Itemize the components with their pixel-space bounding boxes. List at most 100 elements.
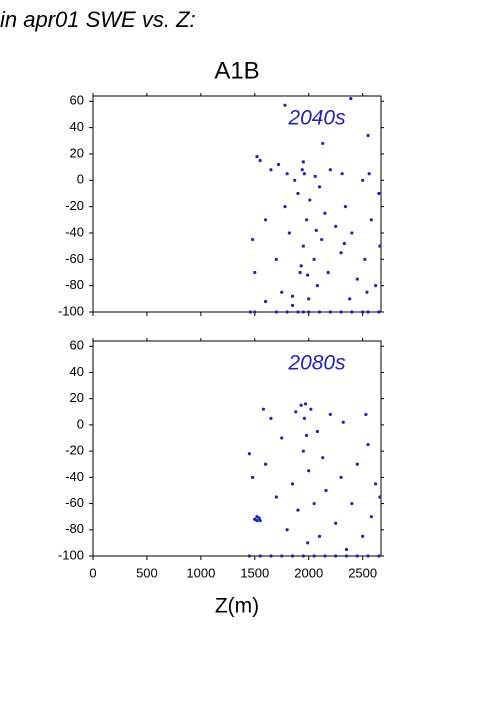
y-tick-label: 20 — [70, 390, 84, 405]
data-point — [317, 534, 322, 538]
data-point — [276, 162, 281, 167]
data-point — [378, 244, 382, 248]
data-point — [315, 284, 319, 288]
data-point — [339, 310, 343, 314]
annotation: 2080s — [287, 352, 346, 375]
data-point — [285, 528, 289, 532]
data-point — [323, 211, 327, 215]
data-point — [312, 501, 316, 506]
x-tick-label: 1000 — [186, 565, 215, 580]
data-point — [334, 224, 338, 228]
data-point — [312, 554, 316, 558]
data-point — [296, 191, 300, 196]
data-point — [377, 191, 381, 196]
data-point — [263, 299, 268, 304]
y-tick-label: -100 — [58, 303, 84, 318]
y-tick-label: -40 — [65, 469, 84, 484]
data-point — [307, 310, 311, 314]
x-tick-label: 500 — [136, 565, 158, 580]
data-point — [247, 452, 252, 456]
y-tick-label: 40 — [70, 119, 84, 134]
y-tick-label: -100 — [58, 547, 84, 562]
x-tick-label: 2000 — [294, 565, 323, 580]
data-point — [301, 310, 305, 314]
data-point — [317, 185, 322, 189]
data-point — [306, 541, 310, 545]
data-point — [306, 273, 310, 277]
data-point — [367, 172, 371, 176]
data-point — [355, 462, 359, 466]
data-point — [334, 521, 338, 525]
data-point — [257, 516, 261, 520]
data-point — [334, 554, 338, 558]
data-point — [369, 218, 373, 222]
data-point — [348, 297, 352, 301]
data-point — [350, 231, 354, 235]
data-point — [255, 519, 259, 523]
y-tick-label: -60 — [65, 251, 84, 266]
data-point — [251, 475, 255, 479]
data-point — [374, 482, 378, 486]
data-point — [366, 133, 370, 138]
data-point — [274, 310, 278, 314]
data-point — [285, 310, 289, 314]
data-point — [301, 160, 305, 164]
data-point — [309, 407, 313, 411]
y-tick-label: 60 — [70, 338, 84, 353]
data-point — [364, 412, 368, 417]
data-point — [340, 172, 344, 176]
data-point — [317, 310, 322, 314]
data-point — [339, 251, 343, 255]
data-point — [320, 237, 324, 242]
plot-frame — [92, 95, 382, 313]
data-point — [313, 174, 317, 178]
data-point — [315, 429, 319, 434]
data-point — [296, 310, 300, 314]
data-point — [314, 228, 318, 232]
data-point — [369, 515, 373, 519]
y-tick-label: -20 — [65, 198, 84, 213]
data-point — [258, 158, 262, 163]
y-tick-label: -80 — [65, 277, 84, 292]
x-tick-label: 0 — [89, 565, 96, 580]
annotation: 2040s — [287, 107, 346, 130]
data-point — [366, 442, 370, 447]
data-point — [258, 554, 262, 558]
data-point — [283, 205, 287, 209]
data-point — [321, 456, 325, 460]
data-point — [323, 554, 327, 558]
data-point — [274, 257, 278, 261]
data-point — [366, 310, 370, 314]
data-point — [253, 270, 257, 275]
data-point — [355, 554, 359, 558]
data-point — [290, 294, 295, 298]
data-point — [285, 172, 289, 176]
x-tick-label: 2500 — [348, 565, 377, 580]
data-point — [303, 402, 308, 406]
y-tick-label: -60 — [65, 495, 84, 510]
data-point — [299, 264, 303, 268]
data-point — [247, 554, 252, 558]
data-point — [258, 519, 262, 523]
x-tick-label: 1500 — [240, 565, 269, 580]
data-point — [304, 218, 309, 222]
data-point — [302, 416, 307, 420]
data-point — [299, 403, 303, 407]
data-point — [312, 257, 316, 261]
data-point — [304, 433, 309, 437]
data-point — [344, 547, 349, 552]
data-point — [361, 534, 365, 538]
y-tick-label: -80 — [65, 521, 84, 536]
data-point — [300, 168, 304, 172]
data-point — [255, 154, 259, 159]
data-point — [251, 237, 255, 242]
data-point — [349, 97, 353, 101]
data-point — [339, 475, 343, 479]
data-point — [269, 416, 273, 420]
data-point — [374, 284, 378, 288]
data-point — [263, 462, 268, 466]
data-point — [302, 172, 307, 176]
data-point — [293, 178, 297, 182]
data-point — [328, 310, 332, 314]
